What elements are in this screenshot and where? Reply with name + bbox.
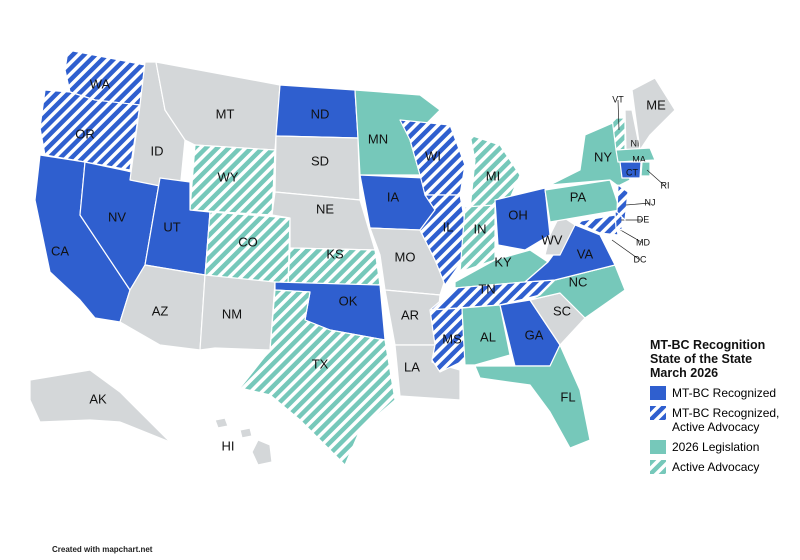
state-label: SC bbox=[553, 303, 571, 318]
state-label: GA bbox=[525, 327, 544, 342]
state-label: IA bbox=[387, 189, 400, 204]
state-label: PA bbox=[570, 189, 587, 204]
legend-item: MT-BC Recognized bbox=[650, 386, 798, 400]
state-shape bbox=[474, 344, 591, 449]
state-label: DE bbox=[637, 214, 650, 224]
state-shape bbox=[214, 417, 273, 466]
state-label: NE bbox=[316, 201, 334, 216]
state-label: CT bbox=[626, 167, 638, 177]
state-label: WA bbox=[90, 76, 111, 91]
state-label: MT bbox=[216, 106, 235, 121]
state-label: AL bbox=[480, 329, 496, 344]
state-label: NM bbox=[222, 306, 242, 321]
state-label: OR bbox=[75, 126, 95, 141]
swatch bbox=[650, 440, 666, 454]
state-label: FL bbox=[560, 389, 575, 404]
state-label: OH bbox=[508, 207, 528, 222]
legend-swatch bbox=[650, 386, 666, 400]
map-title: MT-BC Recognition State of the State Mar… bbox=[650, 338, 766, 380]
state-label: MD bbox=[636, 237, 650, 247]
state-shape bbox=[459, 204, 496, 273]
legend-item: Active Advocacy bbox=[650, 460, 798, 474]
state-shape bbox=[615, 147, 656, 163]
state-label: DC bbox=[634, 254, 647, 264]
leader-line bbox=[646, 169, 666, 187]
leader-line bbox=[617, 99, 620, 131]
state-label: ID bbox=[151, 143, 164, 158]
state-label: WV bbox=[542, 232, 563, 247]
state-label: MN bbox=[368, 131, 388, 146]
state-label: CA bbox=[51, 243, 69, 258]
state-shape bbox=[494, 187, 551, 251]
legend-label: 2026 Legislation bbox=[672, 440, 760, 454]
state-label: AZ bbox=[152, 303, 169, 318]
state-label: TX bbox=[312, 356, 329, 371]
legend-item: MT-BC Recognized, Active Advocacy bbox=[650, 406, 798, 434]
state-label: AK bbox=[89, 391, 107, 406]
state-shape bbox=[419, 194, 471, 286]
legend-swatch bbox=[650, 460, 666, 474]
legend-swatch bbox=[650, 406, 666, 420]
state-label: KS bbox=[326, 246, 344, 261]
credit: Created with mapchart.net bbox=[52, 545, 153, 554]
leader-line bbox=[625, 202, 651, 206]
state-shape bbox=[524, 224, 616, 283]
state-label: IL bbox=[443, 219, 454, 234]
state-label: NJ bbox=[645, 197, 656, 207]
state-label: KY bbox=[494, 254, 512, 269]
state-label: NH bbox=[631, 138, 644, 148]
state-label: VT bbox=[612, 94, 624, 104]
state-label: RI bbox=[661, 180, 670, 190]
state-label: OK bbox=[339, 293, 358, 308]
state-label: MS bbox=[442, 331, 462, 346]
state-label: NY bbox=[594, 149, 612, 164]
state-label: MI bbox=[486, 168, 500, 183]
legend-label: MT-BC Recognized bbox=[672, 386, 777, 400]
swatch bbox=[650, 406, 666, 420]
state-label: UT bbox=[163, 219, 180, 234]
state-shape bbox=[199, 274, 276, 351]
state-label: MO bbox=[395, 249, 416, 264]
swatch bbox=[650, 460, 666, 474]
state-shape bbox=[544, 214, 576, 256]
state-label: IN bbox=[474, 221, 487, 236]
legend: MT-BC Recognized MT-BC Recognized, Active… bbox=[650, 386, 798, 480]
legend-swatch bbox=[650, 440, 666, 454]
state-label: AR bbox=[401, 307, 419, 322]
state-shape bbox=[574, 214, 619, 236]
legend-item: 2026 Legislation bbox=[650, 440, 798, 454]
swatch bbox=[650, 386, 666, 400]
state-label: TN bbox=[478, 281, 495, 296]
legend-label: MT-BC Recognized, Active Advocacy bbox=[672, 406, 780, 434]
state-label: WY bbox=[218, 169, 239, 184]
state-shape bbox=[461, 304, 511, 366]
state-shape bbox=[616, 184, 629, 221]
state-shape bbox=[239, 289, 396, 466]
state-shape bbox=[619, 161, 642, 179]
state-label: CO bbox=[238, 234, 258, 249]
leader-line bbox=[616, 227, 644, 244]
state-shape bbox=[39, 89, 141, 171]
state-label: LA bbox=[404, 359, 420, 374]
state-label: VA bbox=[577, 246, 594, 261]
state-label: ME bbox=[646, 97, 666, 112]
state-label: WI bbox=[425, 148, 441, 163]
state-label: SD bbox=[311, 153, 329, 168]
state-shape bbox=[29, 369, 171, 443]
state-label: HI bbox=[222, 438, 235, 453]
state-shape bbox=[631, 77, 676, 151]
state-label: ND bbox=[311, 106, 330, 121]
legend-label: Active Advocacy bbox=[672, 460, 760, 474]
leader-line bbox=[611, 239, 641, 261]
state-label: MA bbox=[632, 154, 646, 164]
state-label: NC bbox=[569, 274, 588, 289]
state-shape bbox=[640, 161, 651, 177]
state-label: NV bbox=[108, 209, 126, 224]
